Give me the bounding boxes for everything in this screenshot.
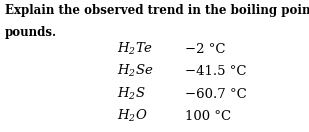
Text: −41.5 °C: −41.5 °C	[185, 65, 247, 78]
Text: −2 °C: −2 °C	[185, 43, 226, 56]
Text: 100 °C: 100 °C	[185, 110, 231, 123]
Text: $\mathregular{H_2Te}$: $\mathregular{H_2Te}$	[117, 41, 154, 57]
Text: −60.7 °C: −60.7 °C	[185, 88, 247, 101]
Text: $\mathregular{H_2S}$: $\mathregular{H_2S}$	[117, 86, 146, 102]
Text: $\mathregular{H_2Se}$: $\mathregular{H_2Se}$	[117, 63, 154, 79]
Text: $\mathregular{H_2O}$: $\mathregular{H_2O}$	[117, 108, 148, 124]
Text: Explain the observed trend in the boiling points of these com-: Explain the observed trend in the boilin…	[5, 4, 309, 17]
Text: pounds.: pounds.	[5, 26, 57, 39]
